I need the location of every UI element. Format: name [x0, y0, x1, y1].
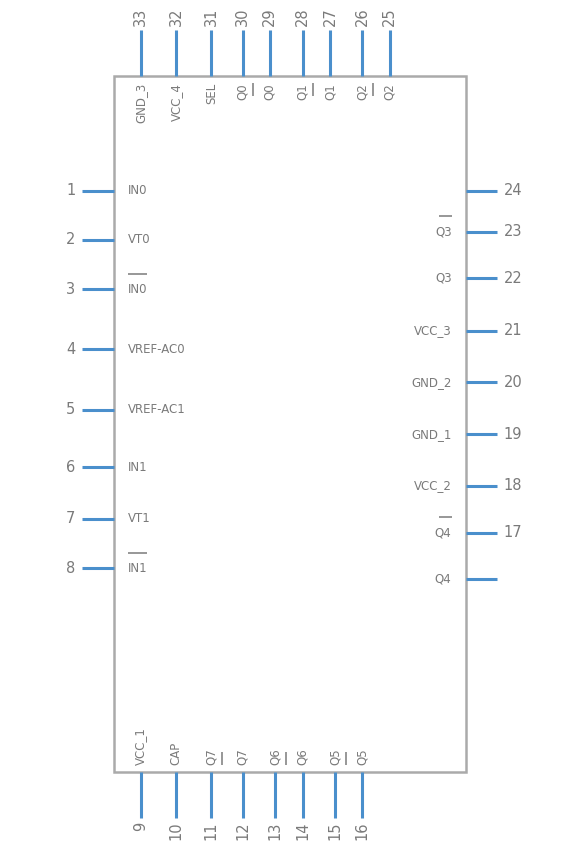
Text: 31: 31	[204, 8, 219, 26]
Text: 21: 21	[504, 323, 523, 338]
Text: GND_2: GND_2	[411, 376, 452, 389]
Text: 20: 20	[504, 375, 523, 390]
Text: VCC_1: VCC_1	[135, 727, 147, 765]
Text: VCC_2: VCC_2	[414, 479, 452, 493]
Text: VREF-AC1: VREF-AC1	[128, 403, 186, 416]
Text: VCC_3: VCC_3	[414, 324, 452, 338]
Text: Q1: Q1	[296, 83, 309, 100]
Text: 16: 16	[355, 822, 370, 840]
Text: 23: 23	[504, 224, 523, 239]
Text: Q3: Q3	[435, 271, 452, 285]
Text: Q5: Q5	[356, 748, 369, 765]
Bar	[114, 76, 466, 772]
Text: Q3: Q3	[435, 225, 452, 238]
Text: IN1: IN1	[128, 561, 148, 575]
Text: Q7: Q7	[236, 748, 249, 765]
Text: Q5: Q5	[329, 748, 341, 765]
Text: GND_1: GND_1	[411, 427, 452, 441]
Text: 2: 2	[66, 232, 76, 248]
Text: 1: 1	[66, 183, 76, 198]
Text: 7: 7	[66, 511, 76, 527]
Text: IN0: IN0	[128, 282, 147, 296]
Text: 15: 15	[328, 822, 343, 840]
Text: Q4: Q4	[435, 572, 452, 586]
Text: IN1: IN1	[128, 460, 148, 474]
Text: 6: 6	[66, 460, 76, 475]
Text: VT1: VT1	[128, 512, 151, 526]
Text: Q2: Q2	[383, 83, 396, 100]
Text: 29: 29	[262, 8, 277, 26]
Text: VCC_4: VCC_4	[170, 83, 182, 121]
Text: GND_3: GND_3	[135, 83, 147, 123]
Text: Q6: Q6	[269, 748, 281, 765]
Text: 18: 18	[504, 478, 523, 494]
Text: Q0: Q0	[264, 83, 276, 100]
Text: Q7: Q7	[205, 748, 218, 765]
Text: Q0: Q0	[236, 83, 249, 100]
Text: 32: 32	[169, 8, 183, 26]
Text: 3: 3	[66, 282, 76, 297]
Text: 8: 8	[66, 561, 76, 576]
Text: Q1: Q1	[324, 83, 336, 100]
Text: 26: 26	[355, 8, 370, 26]
Text: VREF-AC0: VREF-AC0	[128, 343, 185, 356]
Text: 22: 22	[504, 271, 523, 286]
Text: 9: 9	[133, 822, 148, 831]
Text: 17: 17	[504, 525, 523, 540]
Text: 28: 28	[295, 8, 310, 26]
Text: SEL: SEL	[205, 83, 218, 104]
Text: 27: 27	[323, 8, 337, 26]
Text: 24: 24	[504, 183, 523, 198]
Text: 14: 14	[295, 822, 310, 840]
Text: 13: 13	[268, 822, 282, 840]
Text: VT0: VT0	[128, 233, 151, 247]
Text: 4: 4	[66, 342, 76, 357]
Text: Q6: Q6	[296, 748, 309, 765]
Text: Q4: Q4	[435, 526, 452, 539]
Text: 10: 10	[169, 822, 183, 840]
Text: 12: 12	[235, 822, 250, 840]
Text: Q2: Q2	[356, 83, 369, 100]
Text: IN0: IN0	[128, 184, 147, 198]
Text: 30: 30	[235, 8, 250, 26]
Text: 11: 11	[204, 822, 219, 840]
Text: 25: 25	[382, 8, 397, 26]
Text: 33: 33	[133, 8, 148, 26]
Text: CAP: CAP	[170, 742, 182, 765]
Text: 19: 19	[504, 427, 523, 442]
Text: 5: 5	[66, 402, 76, 417]
